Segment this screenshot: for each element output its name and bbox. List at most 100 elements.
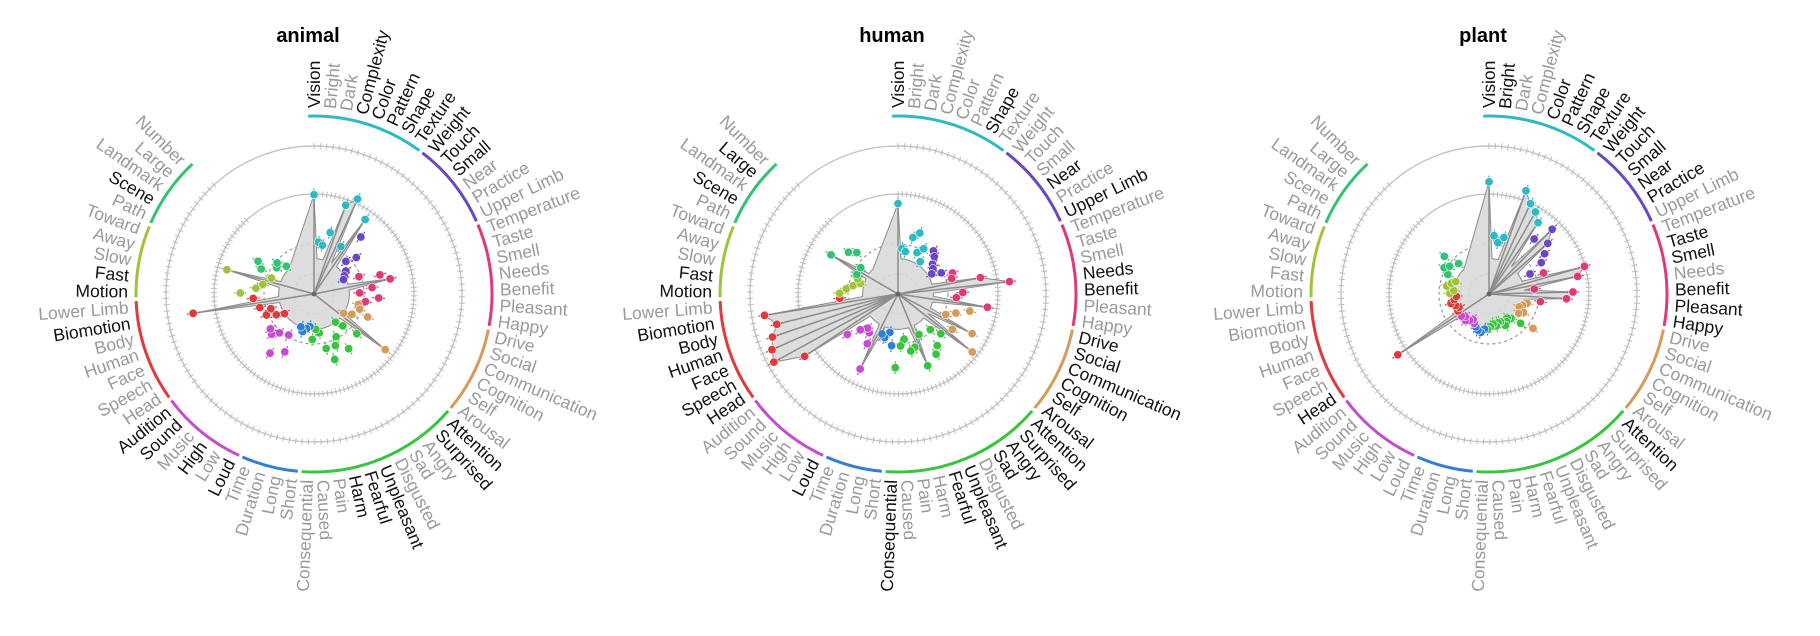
grid-tick bbox=[1529, 381, 1533, 388]
grid-tick bbox=[222, 245, 229, 250]
data-point-pleasant bbox=[374, 293, 384, 303]
grid-tick bbox=[779, 384, 786, 389]
grid-tick bbox=[942, 379, 946, 386]
data-point-path bbox=[852, 269, 862, 279]
data-point-low bbox=[862, 339, 872, 349]
data-point-human bbox=[768, 332, 778, 342]
grid-tick bbox=[930, 196, 934, 203]
feature-label-benefit: Benefit bbox=[1675, 278, 1730, 299]
grid-tick bbox=[1533, 379, 1537, 386]
grid-tick bbox=[1602, 382, 1609, 388]
grid-tick bbox=[195, 384, 202, 389]
grid-tick bbox=[1564, 229, 1571, 235]
grid-tick bbox=[334, 193, 337, 200]
grid-tick bbox=[1575, 172, 1581, 179]
grid-tick bbox=[1579, 256, 1586, 260]
grid-tick bbox=[1471, 389, 1474, 396]
grid-tick bbox=[1629, 257, 1636, 261]
grid-tick bbox=[1038, 327, 1046, 330]
spoke-arousal bbox=[897, 293, 973, 353]
data-point-speech bbox=[769, 357, 779, 367]
grid-tick bbox=[1571, 240, 1578, 245]
grid-tick bbox=[1399, 241, 1406, 246]
grid-tick bbox=[1580, 323, 1587, 327]
grid-tick bbox=[937, 200, 942, 207]
grid-tick bbox=[1580, 176, 1586, 183]
data-point-face bbox=[767, 345, 777, 355]
grid-tick bbox=[935, 433, 938, 440]
grid-tick bbox=[175, 352, 182, 356]
data-point-needs bbox=[1004, 277, 1014, 287]
grid-tick bbox=[1019, 372, 1025, 377]
data-point-self bbox=[339, 308, 349, 318]
grid-tick bbox=[213, 270, 220, 273]
grid-tick bbox=[1513, 145, 1516, 152]
data-point-disgusted bbox=[914, 329, 924, 339]
grid-tick bbox=[1496, 191, 1499, 198]
grid-tick bbox=[372, 370, 377, 377]
feature-label-pleasant: Pleasant bbox=[1083, 295, 1152, 319]
data-point-landmark bbox=[1445, 261, 1455, 271]
grid-tick bbox=[1386, 278, 1394, 281]
grid-tick bbox=[1576, 409, 1581, 415]
grid-tick bbox=[974, 165, 979, 172]
data-point-sad bbox=[931, 349, 941, 359]
domain-arc-audition bbox=[754, 399, 824, 457]
data-point-small bbox=[351, 253, 361, 263]
data-point-number bbox=[1454, 259, 1464, 269]
grid-tick bbox=[975, 416, 980, 422]
grid-tick bbox=[1342, 328, 1349, 332]
feature-label-caused: Caused bbox=[1488, 479, 1511, 540]
grid-tick bbox=[1624, 239, 1631, 243]
grid-tick bbox=[814, 350, 820, 356]
grid-tick bbox=[847, 378, 852, 385]
data-point-attention bbox=[936, 329, 946, 339]
grid-tick bbox=[375, 368, 381, 374]
data-point-toward bbox=[266, 273, 276, 283]
grid-tick bbox=[952, 427, 957, 434]
grid-tick bbox=[357, 432, 360, 439]
grid-tick bbox=[245, 366, 251, 372]
grid-tick bbox=[346, 384, 350, 391]
grid-tick bbox=[989, 260, 996, 264]
data-point-arousal bbox=[380, 345, 390, 355]
feature-label-vision: Vision bbox=[304, 61, 324, 108]
grid-tick bbox=[756, 240, 763, 244]
grid-tick bbox=[1358, 217, 1365, 222]
grid-tick bbox=[818, 417, 823, 423]
grid-tick bbox=[1338, 278, 1345, 281]
grid-tick bbox=[1525, 147, 1528, 154]
grid-tick bbox=[934, 147, 937, 154]
data-point-color bbox=[341, 200, 351, 210]
grid-tick bbox=[1031, 350, 1037, 355]
domain-arc-vision bbox=[892, 114, 1005, 152]
grid-tick bbox=[949, 375, 954, 382]
grid-tick bbox=[375, 214, 380, 220]
center-point bbox=[895, 291, 901, 297]
domain-arc-vision bbox=[308, 114, 421, 152]
grid-tick bbox=[259, 376, 264, 382]
grid-tick bbox=[165, 265, 172, 268]
data-point-toward bbox=[1451, 277, 1461, 287]
grid-tick bbox=[914, 389, 917, 396]
grid-tick bbox=[263, 430, 267, 437]
grid-tick bbox=[993, 307, 1000, 310]
grid-tick bbox=[213, 402, 219, 408]
grid-tick bbox=[1413, 360, 1420, 366]
grid-tick bbox=[402, 331, 409, 336]
grid-tick bbox=[408, 315, 415, 319]
domain-arc-motion bbox=[718, 225, 735, 298]
grid-tick bbox=[164, 316, 171, 319]
feature-label-bright: Bright bbox=[320, 62, 344, 109]
grid-tick bbox=[752, 253, 759, 256]
grid-tick bbox=[1621, 233, 1628, 237]
grid-tick bbox=[1548, 156, 1553, 163]
grid-tick bbox=[758, 234, 765, 238]
grid-tick bbox=[986, 331, 993, 336]
grid-tick bbox=[754, 340, 761, 344]
data-point-bright bbox=[1489, 231, 1499, 241]
grid-tick bbox=[381, 219, 387, 225]
grid-tick bbox=[1463, 436, 1466, 443]
feature-label-consequential: Consequential bbox=[1468, 479, 1492, 592]
grid-tick bbox=[1585, 303, 1592, 306]
